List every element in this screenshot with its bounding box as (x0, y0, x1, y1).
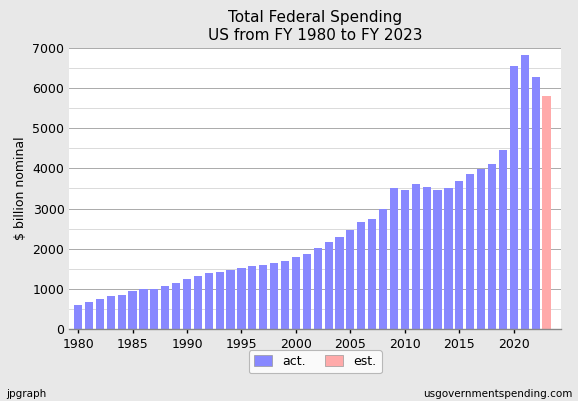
Bar (161, 286, 169, 329)
Bar (205, 273, 213, 329)
Bar (227, 270, 235, 329)
Bar (117, 295, 126, 329)
Bar (412, 184, 420, 329)
Bar (314, 248, 322, 329)
Bar (477, 169, 485, 329)
Bar (259, 265, 268, 329)
Bar (150, 289, 158, 329)
Legend: act., est.: act., est. (249, 350, 381, 373)
Text: usgovernmentspending.com: usgovernmentspending.com (423, 389, 572, 399)
Bar (357, 222, 365, 329)
Bar (521, 55, 529, 329)
Bar (401, 190, 409, 329)
Bar (303, 254, 311, 329)
Bar (270, 263, 278, 329)
Bar (532, 77, 540, 329)
Bar (455, 181, 464, 329)
Bar (281, 261, 289, 329)
Bar (85, 302, 93, 329)
Bar (292, 257, 300, 329)
Bar (139, 289, 147, 329)
Bar (510, 66, 518, 329)
Title: Total Federal Spending
US from FY 1980 to FY 2023: Total Federal Spending US from FY 1980 t… (208, 10, 423, 43)
Bar (128, 291, 136, 329)
Bar (335, 237, 343, 329)
Bar (542, 96, 551, 329)
Bar (444, 188, 453, 329)
Bar (368, 219, 376, 329)
Bar (324, 242, 333, 329)
Bar (74, 305, 82, 329)
Bar (183, 279, 191, 329)
Y-axis label: $ billion nominal: $ billion nominal (14, 137, 27, 240)
Bar (488, 164, 496, 329)
Bar (379, 209, 387, 329)
Bar (466, 174, 475, 329)
Bar (107, 296, 115, 329)
Bar (346, 230, 354, 329)
Bar (96, 299, 104, 329)
Bar (194, 276, 202, 329)
Bar (238, 268, 246, 329)
Bar (216, 272, 224, 329)
Bar (390, 188, 398, 329)
Bar (434, 190, 442, 329)
Bar (423, 187, 431, 329)
Text: jpgraph: jpgraph (6, 389, 46, 399)
Bar (172, 283, 180, 329)
Bar (249, 266, 257, 329)
Bar (499, 150, 507, 329)
